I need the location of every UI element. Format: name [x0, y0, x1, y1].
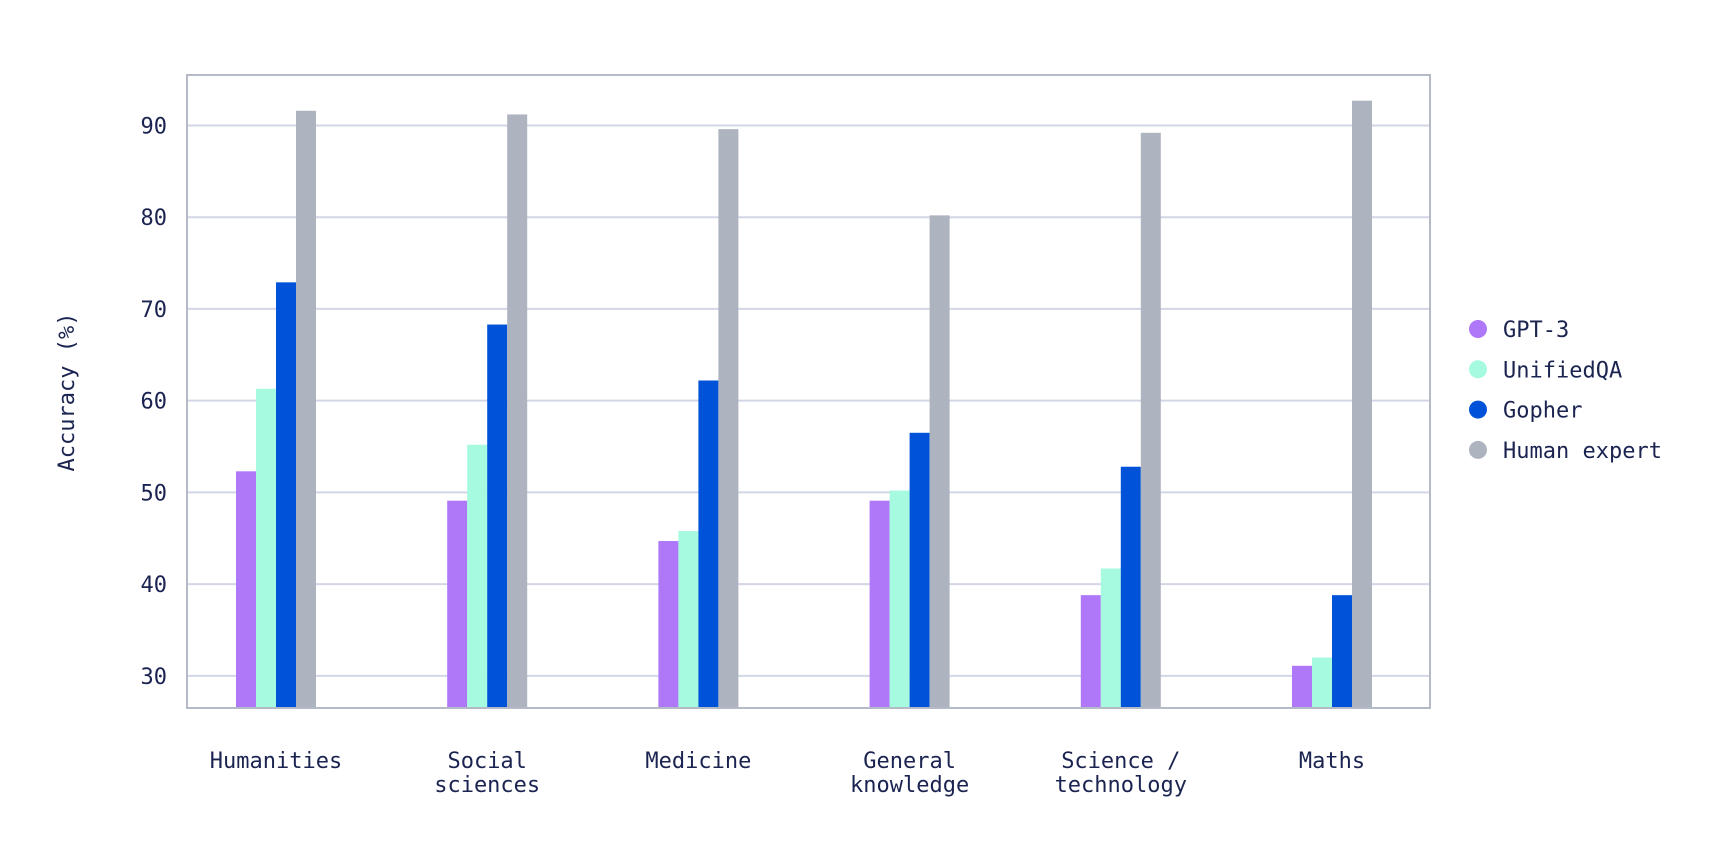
x-category-label: Maths: [1299, 749, 1365, 774]
bar: [698, 380, 719, 708]
y-tick-label: 80: [141, 206, 168, 231]
y-tick-label: 50: [141, 481, 168, 506]
gridlines: [187, 124, 1430, 677]
bar: [1120, 466, 1141, 708]
y-axis-title: Accuracy (%): [55, 313, 80, 472]
y-tick-label: 70: [141, 298, 168, 323]
legend-swatch: [1469, 320, 1487, 338]
bar: [1332, 595, 1352, 708]
x-category-label: Humanities: [210, 749, 342, 774]
bar: [1140, 132, 1161, 708]
bar: [447, 500, 468, 708]
bar: [487, 324, 508, 708]
x-category-label: Science /: [1061, 749, 1180, 774]
bar: [929, 215, 950, 708]
bar: [1352, 100, 1372, 709]
legend-swatch: [1469, 440, 1487, 459]
x-category-label: General: [863, 749, 956, 774]
y-tick-label: 90: [141, 114, 168, 139]
bar: [1080, 595, 1101, 708]
legend: GPT-3 UnifiedQA Gopher Human expert: [1469, 318, 1662, 464]
legend-label: GPT-3: [1503, 318, 1569, 343]
bar: [909, 432, 930, 708]
x-category-label: knowledge: [850, 773, 969, 798]
legend-label: UnifiedQA: [1503, 358, 1622, 383]
x-category-label: technology: [1055, 773, 1187, 798]
bar: [718, 129, 739, 708]
legend-swatch: [1469, 400, 1487, 419]
legend-swatch: [1469, 360, 1487, 379]
bar: [507, 114, 528, 709]
bar: [276, 282, 296, 708]
x-category-label: sciences: [434, 773, 540, 798]
y-axis-ticks: 30 40 50 60 70 80 90: [141, 114, 168, 689]
plot-frame: [186, 74, 1431, 709]
bar: [256, 388, 276, 708]
x-category-label: Medicine: [645, 749, 751, 774]
bar: [236, 471, 256, 708]
bar: [869, 500, 890, 708]
legend-label: Human expert: [1503, 439, 1662, 464]
bar: [296, 110, 316, 708]
bar: [1100, 568, 1121, 708]
y-tick-label: 40: [141, 573, 168, 598]
bar: [658, 541, 679, 708]
bar: [1292, 665, 1312, 708]
bar: [678, 530, 699, 708]
y-tick-label: 30: [141, 665, 168, 690]
bar: [1312, 657, 1332, 708]
bar: [889, 490, 910, 708]
bar: [467, 444, 488, 708]
x-category-label: Social: [447, 749, 526, 774]
bars: [236, 100, 1372, 709]
y-tick-label: 60: [141, 390, 168, 415]
legend-label: Gopher: [1503, 399, 1582, 424]
